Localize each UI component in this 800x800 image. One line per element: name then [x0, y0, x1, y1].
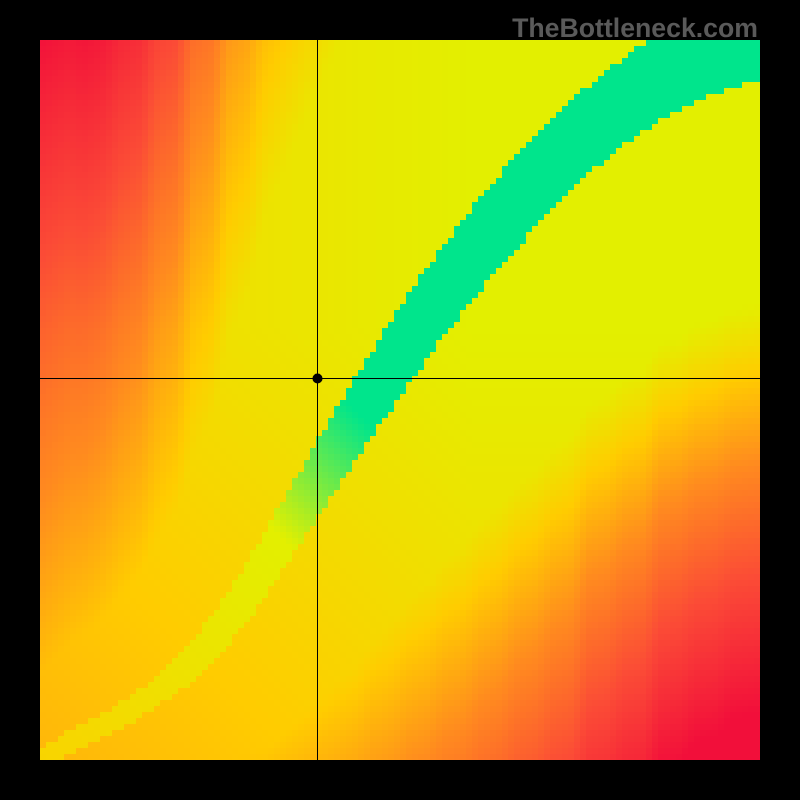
watermark-text: TheBottleneck.com: [512, 13, 758, 44]
figure-container: TheBottleneck.com: [0, 0, 800, 800]
crosshair-overlay: [40, 40, 760, 760]
